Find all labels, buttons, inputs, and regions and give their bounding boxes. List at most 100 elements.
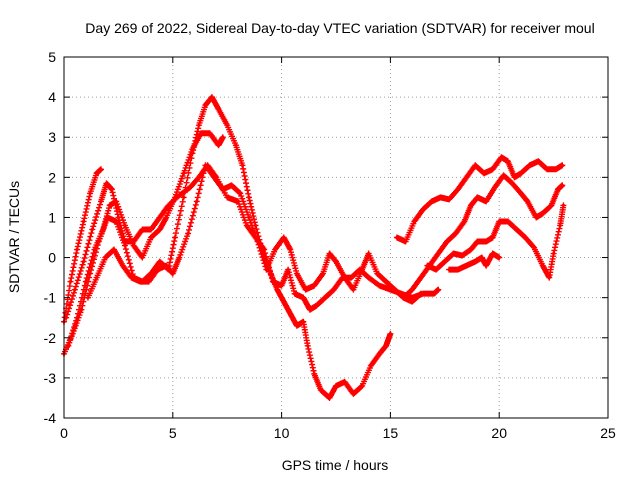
x-tick-label: 5	[169, 425, 177, 441]
data-point	[210, 95, 214, 99]
data-point	[523, 235, 527, 240]
data-point	[447, 267, 451, 272]
data-point	[323, 296, 327, 300]
data-point	[534, 215, 538, 220]
data-point	[473, 259, 477, 264]
data-point	[334, 384, 338, 388]
data-point	[138, 280, 142, 284]
data-point	[269, 272, 273, 276]
series-arc-2	[63, 162, 442, 321]
data-point	[171, 272, 175, 276]
data-point	[532, 245, 536, 250]
data-point	[88, 272, 92, 276]
data-point	[240, 163, 245, 167]
data-point	[388, 332, 392, 336]
data-point	[506, 219, 510, 224]
data-point	[303, 288, 308, 292]
data-point	[177, 255, 181, 260]
y-tick-label: 5	[48, 49, 56, 65]
data-point	[132, 243, 136, 248]
data-point	[384, 280, 388, 284]
data-point	[256, 239, 260, 244]
data-point	[434, 267, 438, 272]
data-point	[116, 215, 120, 220]
data-point	[443, 259, 447, 264]
data-point	[288, 247, 292, 252]
data-point	[216, 143, 221, 147]
y-tick-label: -3	[44, 370, 57, 386]
data-point	[493, 185, 497, 189]
data-point	[108, 203, 112, 208]
data-point	[288, 312, 292, 316]
data-point	[197, 175, 201, 179]
y-tick-label: -1	[44, 290, 57, 306]
data-point	[497, 219, 501, 224]
data-point	[195, 199, 199, 203]
data-point	[188, 185, 192, 189]
data-point	[554, 167, 558, 171]
data-point	[234, 143, 238, 147]
data-point	[158, 227, 162, 232]
data-point	[332, 288, 336, 292]
data-point	[79, 308, 84, 312]
data-point	[327, 396, 332, 400]
data-point	[497, 255, 501, 260]
data-point	[395, 235, 399, 240]
y-tick-label: 3	[48, 129, 56, 145]
data-point	[501, 173, 506, 177]
data-point	[480, 255, 484, 260]
y-axis-label: SDTVAR / TECUs	[6, 181, 22, 293]
data-point	[519, 191, 523, 195]
data-point	[360, 384, 364, 388]
data-marker-path	[61, 94, 394, 401]
data-point	[282, 235, 286, 240]
data-point	[295, 324, 299, 328]
x-tick-label: 0	[60, 425, 68, 441]
x-axis-label: GPS time / hours	[282, 457, 389, 473]
data-point	[475, 195, 480, 199]
data-point	[182, 171, 186, 175]
data-point	[393, 288, 397, 292]
data-point	[308, 308, 312, 312]
data-point	[155, 267, 160, 272]
data-point	[469, 203, 473, 208]
data-point	[473, 163, 477, 167]
data-point	[123, 243, 127, 248]
data-point	[560, 183, 564, 187]
data-point	[515, 227, 519, 232]
data-point	[253, 223, 258, 228]
data-point	[186, 231, 190, 236]
data-point	[71, 332, 75, 336]
data-point	[123, 223, 127, 228]
data-point	[491, 235, 495, 240]
data-point	[105, 215, 110, 220]
data-point	[436, 251, 440, 256]
data-point	[451, 251, 456, 256]
data-point	[552, 251, 556, 256]
data-point	[319, 388, 323, 392]
data-point	[203, 163, 208, 167]
data-point	[454, 231, 458, 236]
data-point	[99, 167, 103, 171]
data-point	[438, 195, 443, 199]
y-tick-label: -4	[44, 410, 57, 426]
data-point	[225, 195, 229, 199]
plot-frame	[63, 56, 609, 419]
data-point	[273, 247, 277, 252]
data-point	[164, 215, 168, 220]
series-arc-7	[400, 172, 566, 301]
data-point	[510, 181, 514, 185]
data-point	[81, 219, 86, 224]
data-point	[312, 284, 316, 288]
data-point	[375, 272, 379, 276]
data-point	[460, 253, 464, 258]
data-point	[306, 344, 310, 348]
data-point	[561, 203, 565, 208]
data-point	[245, 223, 249, 228]
data-point	[114, 199, 118, 203]
x-tick-label: 20	[491, 425, 507, 441]
data-point	[549, 203, 554, 208]
data-point	[212, 175, 216, 179]
data-point	[545, 167, 549, 171]
data-point	[419, 292, 423, 296]
